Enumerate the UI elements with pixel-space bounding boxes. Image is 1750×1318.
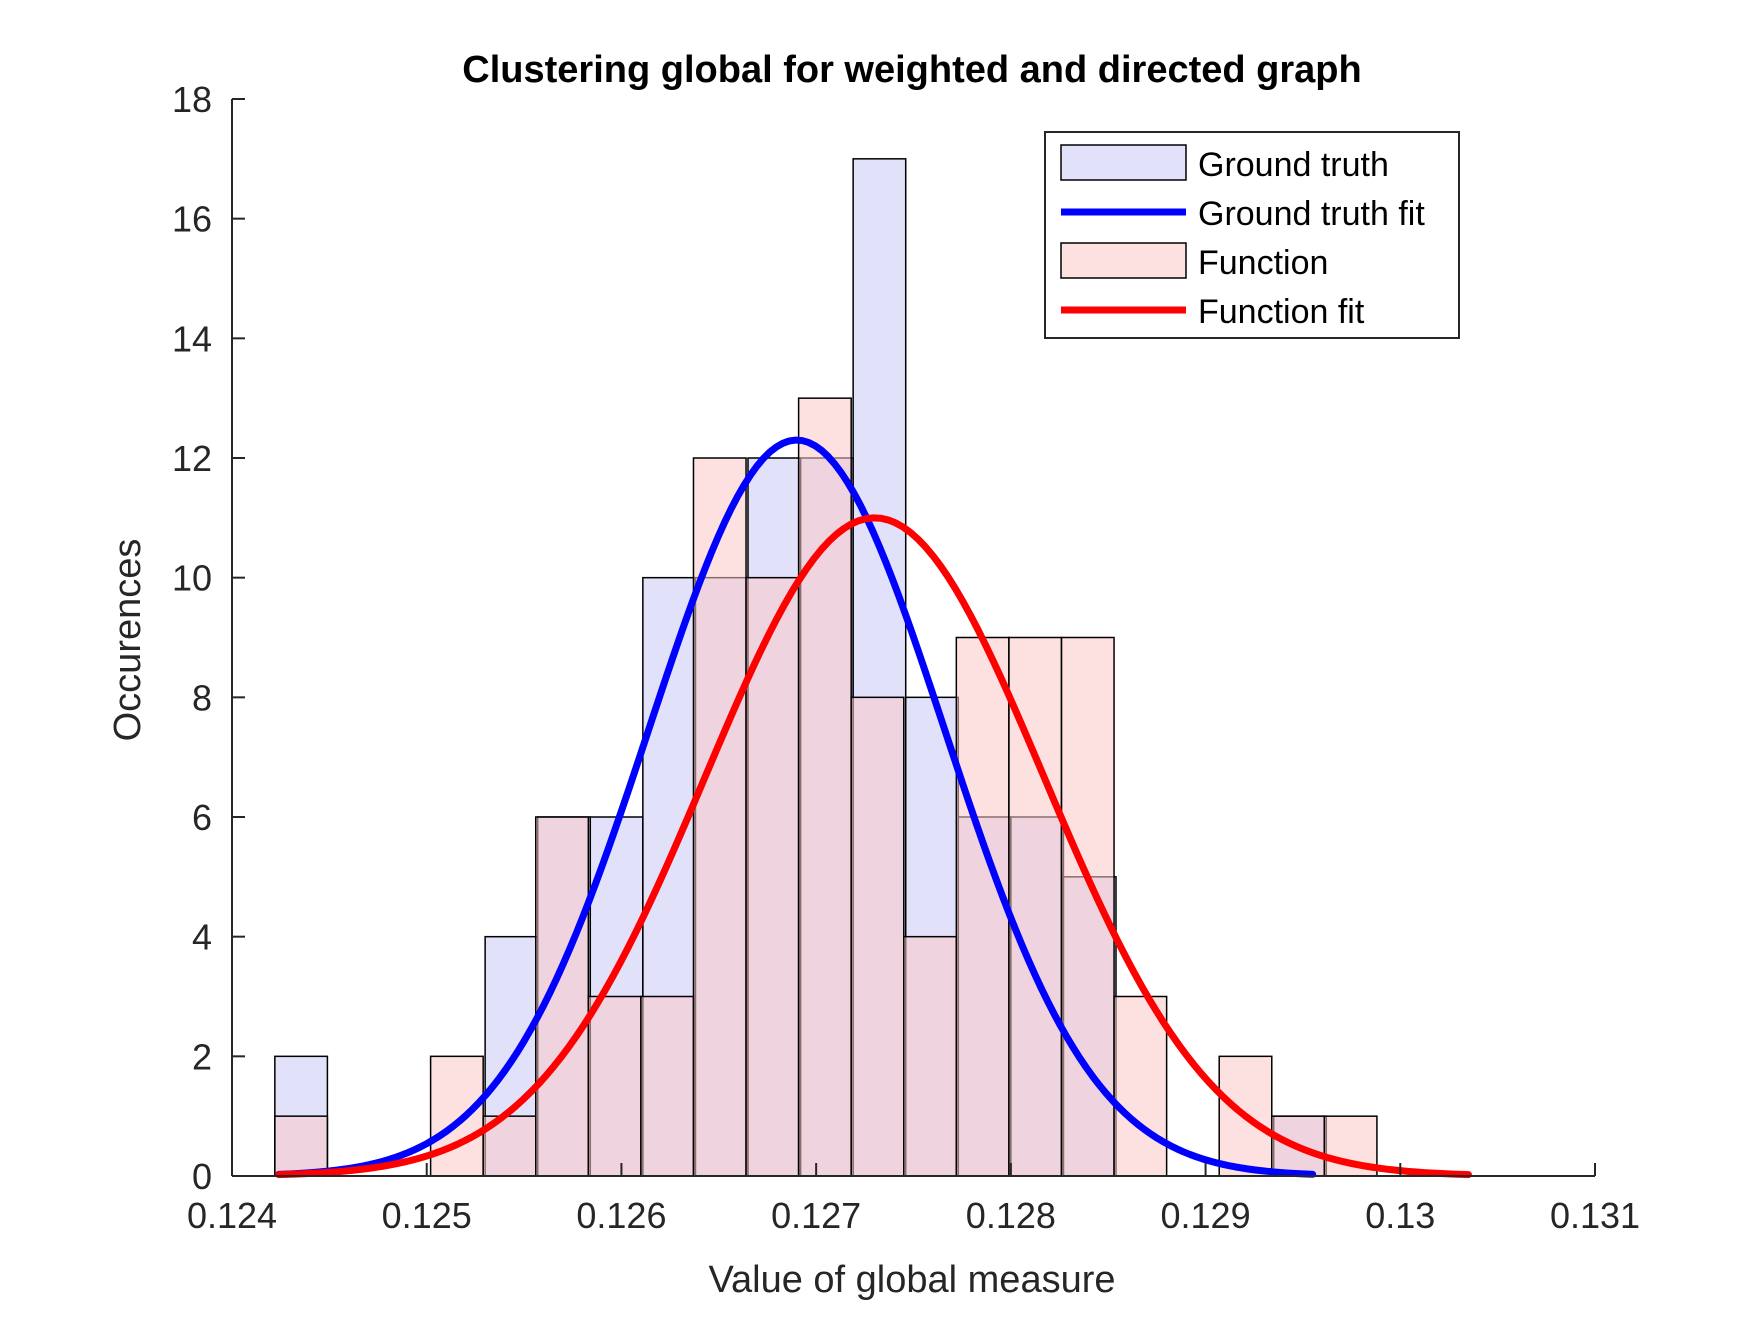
histogram-bar-function	[692, 457, 747, 1177]
histogram-bar-function	[429, 1055, 484, 1177]
histogram-bar-function	[587, 995, 642, 1177]
y-tick-label: 14	[172, 318, 212, 359]
histogram-bar-function	[1008, 636, 1063, 1177]
histogram-bar-function	[903, 935, 958, 1177]
histogram-bar-function	[274, 1115, 329, 1177]
bars-layer	[274, 158, 1378, 1177]
legend-label-function-fit: Function fit	[1198, 293, 1365, 331]
fit-curve-function	[275, 514, 1472, 1179]
histogram-bar-function	[535, 816, 590, 1177]
fit-curves-layer	[275, 436, 1472, 1179]
fit-curve-ground-truth	[275, 436, 1317, 1178]
y-tick-label: 4	[192, 917, 212, 958]
chart-title: Clustering global for weighted and direc…	[462, 49, 1361, 91]
x-tick-label: 0.127	[771, 1195, 861, 1236]
axes-layer: 0.124 0.125 0.126 0.127 0.128 0.129 0.13 0.131 0…	[172, 79, 1640, 1236]
legend-label-function: Function	[1198, 244, 1328, 282]
x-tick-label: 0.125	[382, 1195, 472, 1236]
histogram-bar-function	[745, 576, 800, 1177]
y-tick-label: 2	[192, 1036, 212, 1077]
y-tick-label: 10	[172, 558, 212, 599]
legend-label-ground-truth: Ground truth	[1198, 146, 1389, 184]
legend-swatch-function	[1060, 242, 1187, 279]
histogram-bar-function	[850, 696, 905, 1177]
x-tick-label: 0.131	[1550, 1195, 1640, 1236]
legend: Ground truth Ground truth fit Function F…	[1044, 131, 1460, 339]
x-tick-label: 0.13	[1365, 1195, 1435, 1236]
x-tick-label: 0.126	[576, 1195, 666, 1236]
y-axis-label: Occurences	[107, 539, 149, 742]
histogram-bar-function	[1113, 995, 1168, 1177]
y-tick-label: 6	[192, 797, 212, 838]
x-axis-label: Value of global measure	[709, 1259, 1116, 1301]
legend-label-ground-truth-fit: Ground truth fit	[1198, 195, 1425, 233]
x-tick-label: 0.128	[966, 1195, 1056, 1236]
histogram-bar-function	[1060, 636, 1115, 1177]
y-tick-label: 18	[172, 79, 212, 120]
y-tick-label: 16	[172, 199, 212, 240]
x-tick-label: 0.124	[187, 1195, 277, 1236]
x-tick-label: 0.129	[1161, 1195, 1251, 1236]
y-tick-label: 8	[192, 677, 212, 718]
legend-swatch-ground-truth	[1060, 144, 1187, 181]
histogram-bar-function	[797, 397, 852, 1177]
histogram-bar-function	[955, 636, 1010, 1177]
histogram-bar-function	[640, 995, 695, 1177]
y-tick-label: 12	[172, 438, 212, 479]
y-tick-label: 0	[192, 1156, 212, 1197]
